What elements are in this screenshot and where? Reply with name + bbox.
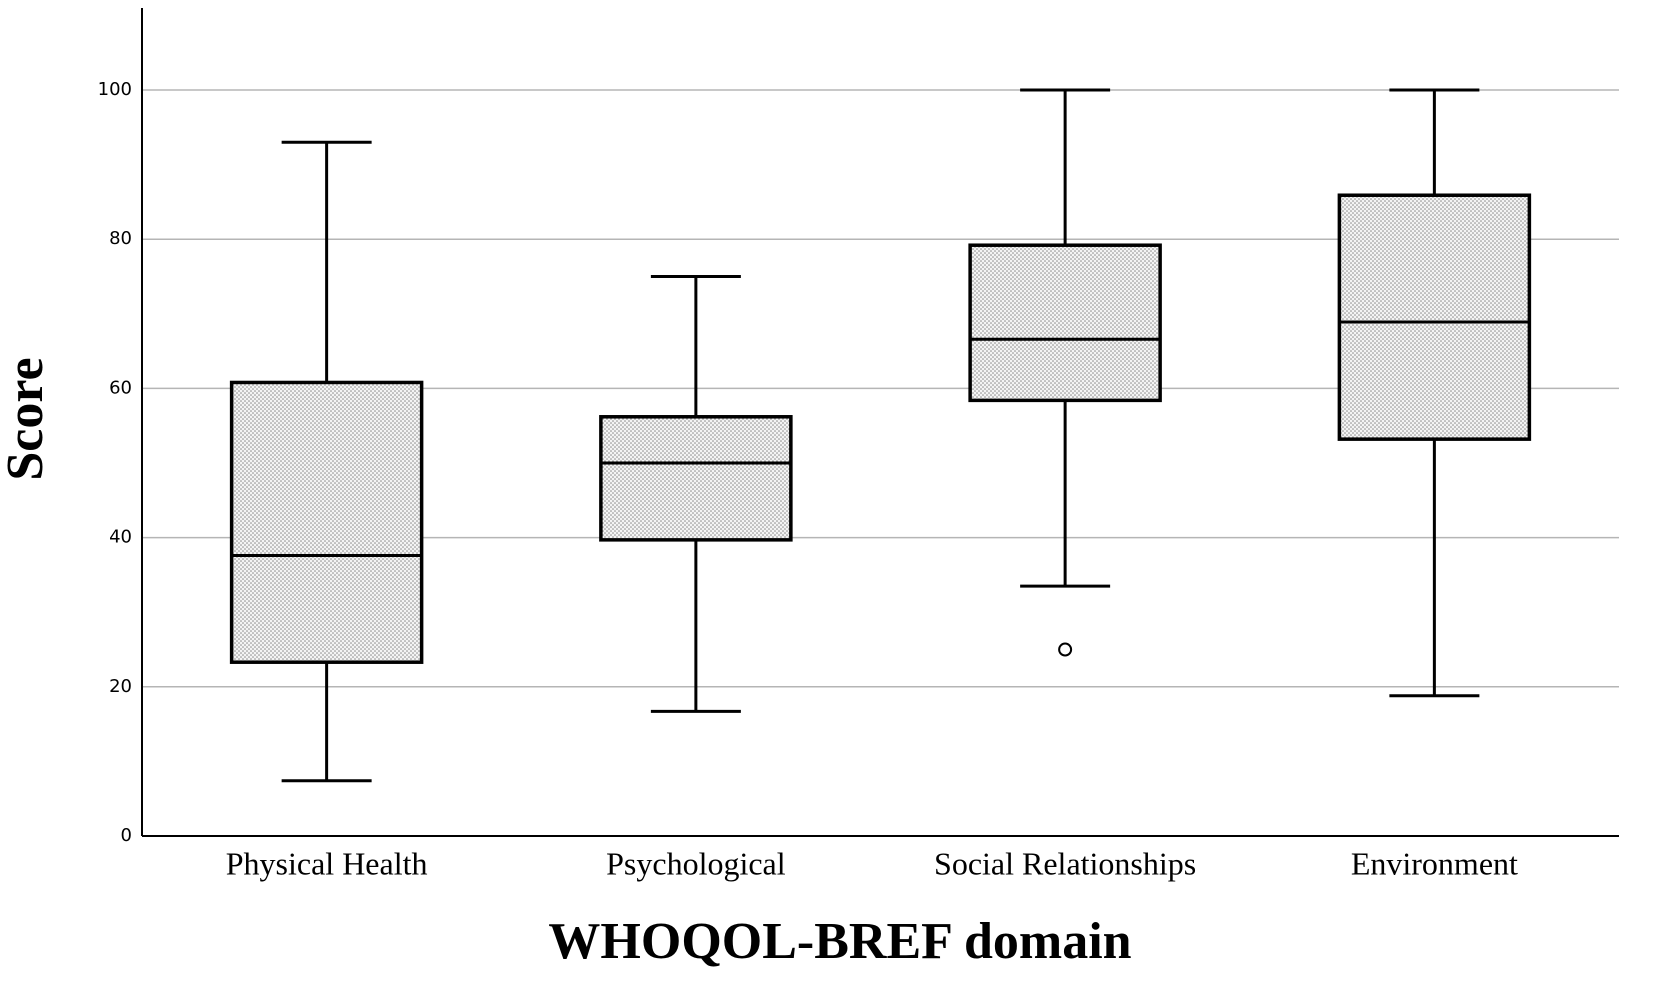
box: [1337, 193, 1532, 441]
x-tick-label: Social Relationships: [934, 845, 1196, 881]
x-tick-label: Physical Health: [226, 845, 428, 881]
y-axis-title: Score: [0, 357, 54, 480]
box: [599, 415, 793, 542]
y-tick-label: 20: [109, 676, 132, 697]
y-tick-label: 100: [98, 79, 132, 100]
y-tick-label: 80: [109, 228, 132, 249]
x-axis-title: WHOQOL-BREF domain: [548, 913, 1131, 970]
y-tick-label: 40: [109, 527, 132, 548]
outlier: [1058, 642, 1073, 657]
box: [968, 243, 1162, 403]
box: [229, 380, 424, 664]
x-tick-label: Environment: [1351, 845, 1518, 881]
y-tick-label: 0: [121, 825, 132, 846]
y-tick-label: 60: [109, 377, 132, 398]
x-tick-label: Psychological: [606, 845, 786, 881]
